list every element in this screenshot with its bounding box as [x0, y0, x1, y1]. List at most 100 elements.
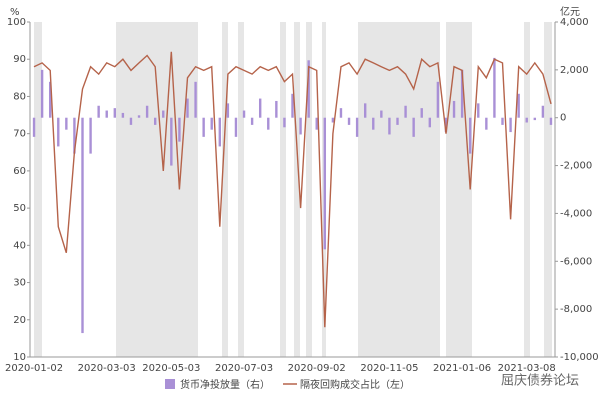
bar	[250, 117, 254, 125]
bar	[178, 117, 181, 142]
x-tick-label: 2020-03-03	[78, 363, 136, 374]
bar	[121, 112, 125, 118]
shaded-periods	[34, 22, 552, 357]
x-tick-label: 2020-11-05	[360, 363, 418, 374]
bar	[493, 57, 496, 118]
legend-swatch	[165, 379, 175, 389]
bar	[404, 105, 407, 118]
bar	[210, 117, 213, 130]
bar	[48, 81, 52, 118]
bar	[363, 103, 367, 118]
y-tick-label: 60	[13, 166, 26, 177]
bar	[145, 105, 149, 118]
bar	[299, 117, 302, 135]
y2-tick-label: 0	[560, 113, 566, 124]
x-tick-label: 2021-01-06	[433, 363, 491, 374]
x-tick-label: 2020-07-03	[215, 363, 273, 374]
bar	[113, 108, 117, 118]
x-tick-label: 2020-01-02	[5, 363, 63, 374]
bar	[444, 117, 448, 133]
bar	[412, 117, 415, 137]
bar	[105, 110, 108, 118]
bar	[218, 117, 222, 147]
bar	[32, 117, 36, 137]
bar	[258, 98, 262, 118]
y-tick-label: 30	[13, 278, 26, 289]
y2-tick-label: -6,000	[560, 256, 592, 267]
legend-label: 货币净投放量（右）	[180, 378, 270, 391]
bar	[323, 117, 327, 250]
bar	[485, 117, 488, 130]
bar	[347, 117, 351, 125]
y-tick-label: 40	[13, 240, 26, 251]
bar	[89, 117, 92, 154]
bar	[40, 69, 44, 118]
bar	[315, 117, 318, 130]
watermark: 屈庆债券论坛	[501, 373, 579, 389]
bar	[428, 117, 432, 128]
bar	[57, 117, 60, 147]
bar	[533, 117, 537, 121]
bar	[468, 117, 472, 154]
x-tick-label: 2020-09-02	[288, 363, 346, 374]
bar	[339, 108, 343, 118]
bar	[291, 93, 294, 118]
bar	[420, 108, 423, 118]
bar	[275, 100, 278, 118]
y-tick-label: 10	[13, 352, 26, 363]
bar	[388, 117, 391, 135]
bar	[65, 117, 68, 130]
bar	[525, 117, 528, 123]
legend-label: 隔夜回购成交占比（左）	[300, 378, 410, 391]
bar	[202, 117, 205, 137]
y-axis-unit: %	[10, 7, 20, 18]
bar	[162, 110, 165, 118]
bar	[501, 117, 504, 125]
bar	[331, 117, 335, 123]
y2-tick-label: 2,000	[560, 65, 589, 76]
y2-tick-label: -8,000	[560, 304, 592, 315]
bar	[380, 110, 383, 118]
bar	[452, 100, 456, 118]
bar	[436, 81, 440, 118]
y-tick-label: 70	[13, 129, 26, 140]
y-tick-label: 20	[13, 315, 26, 326]
y-tick-label: 80	[13, 91, 26, 102]
bar	[460, 69, 464, 118]
bar	[541, 105, 545, 118]
x-tick-label: 2020-05-03	[142, 363, 200, 374]
bar	[234, 117, 238, 137]
bar	[242, 110, 246, 118]
bar	[170, 117, 173, 166]
line	[33, 51, 552, 328]
bar	[396, 117, 399, 125]
bar	[226, 103, 230, 118]
bar	[153, 117, 157, 125]
y-tick-label: 50	[13, 203, 26, 214]
y2-tick-label: 4,000	[560, 17, 589, 28]
bar	[73, 117, 76, 154]
bar	[517, 93, 520, 118]
y2-tick-label: -2,000	[560, 161, 592, 172]
bar	[283, 117, 286, 128]
y2-tick-label: -4,000	[560, 208, 592, 219]
bar	[97, 105, 100, 118]
bar	[307, 60, 310, 118]
y2-axis-unit: 亿元	[560, 5, 580, 18]
bar	[129, 117, 133, 125]
bar	[372, 117, 375, 130]
bar	[194, 81, 197, 118]
bar	[355, 117, 359, 137]
bar	[81, 117, 84, 334]
bar	[137, 115, 141, 118]
y-tick-label: 100	[7, 17, 26, 28]
bar	[186, 98, 189, 118]
bar	[509, 117, 512, 133]
x-tick-label: 2021-03-08	[498, 363, 556, 374]
y2-tick-label: -10,000	[560, 352, 599, 363]
y-tick-label: 90	[13, 54, 26, 65]
bar	[549, 117, 553, 125]
bar	[477, 103, 480, 118]
bar	[267, 117, 270, 130]
